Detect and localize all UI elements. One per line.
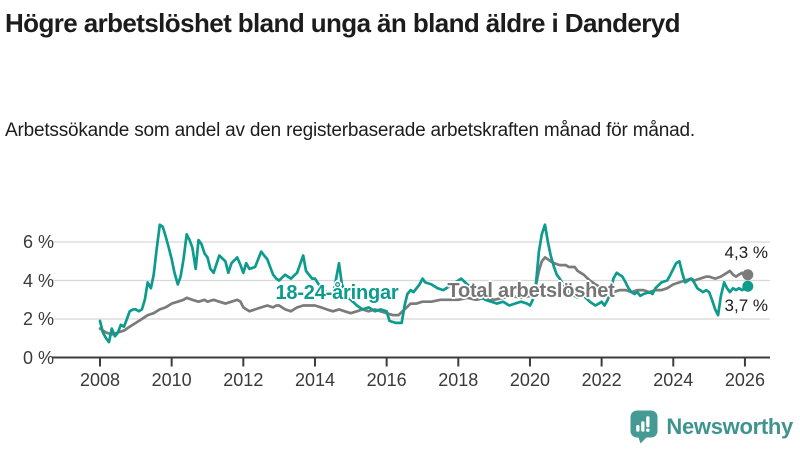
x-tick-label: 2012: [223, 370, 264, 390]
series-label-youth: 18-24-åringar: [275, 282, 399, 304]
newsworthy-logo: Newsworthy: [630, 410, 793, 444]
end-value-label-youth: 3,7 %: [724, 296, 768, 315]
x-tick-label: 2026: [724, 370, 765, 390]
x-tick-label: 2010: [151, 370, 192, 390]
series-line-total: [98, 256, 750, 336]
y-tick-label: 4 %: [22, 270, 54, 291]
y-tick-label: 0 %: [22, 347, 54, 368]
page-title: Högre arbetslöshet bland unga än bland ä…: [5, 8, 681, 38]
series-end-dot-total: [742, 269, 754, 281]
y-tick-label: 2 %: [22, 309, 54, 329]
x-tick-label: 2008: [79, 370, 121, 390]
newsworthy-wordmark: Newsworthy: [666, 414, 793, 439]
x-tick-label: 2024: [653, 370, 694, 390]
x-tick-label: 2014: [294, 370, 335, 390]
series-line-youth: [98, 223, 750, 344]
x-tick-label: 2020: [509, 370, 550, 390]
x-tick-label: 2018: [438, 370, 479, 390]
end-value-label-total: 4,3 %: [724, 243, 768, 262]
series-end-dot-youth: [742, 280, 754, 292]
x-tick-label: 2016: [366, 370, 407, 390]
x-tick-label: 2022: [581, 370, 622, 390]
chart-subtitle: Arbetssökande som andel av den registerb…: [5, 120, 695, 141]
series-label-total: Total arbetslöshet: [447, 280, 615, 302]
y-tick-label: 6 %: [22, 232, 54, 252]
bar-chart-bubble-icon: [630, 410, 658, 444]
